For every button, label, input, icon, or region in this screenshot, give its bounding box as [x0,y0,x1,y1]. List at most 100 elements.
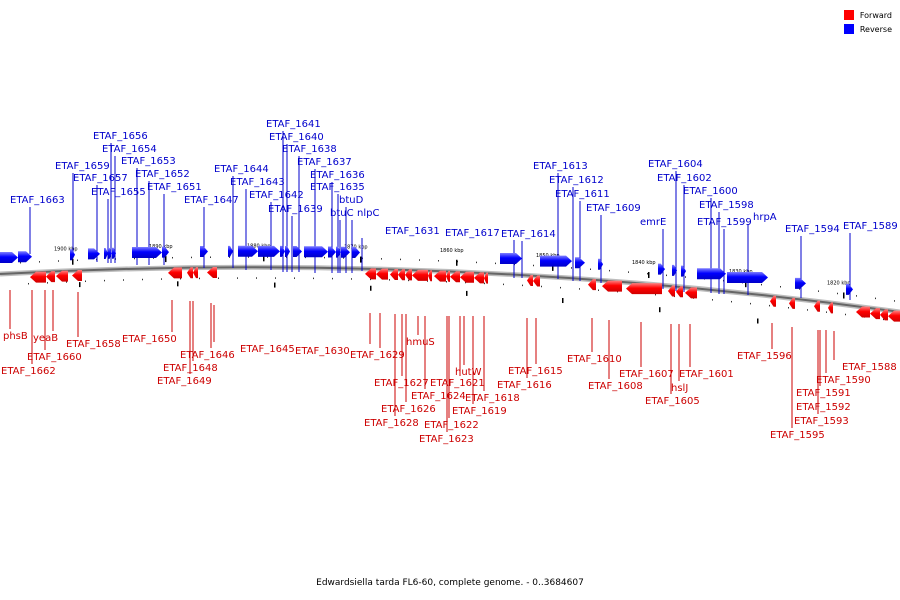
minor-tick-below [427,280,428,282]
reverse-gene-arrow [70,249,75,261]
forward-gene-label-etaf-1618: ETAF_1618 [465,393,520,404]
minor-tick-below [161,278,162,280]
reverse-gene-label-etaf-1611: ETAF_1611 [555,189,610,200]
reverse-gene-arrow [681,265,686,277]
reverse-gene-label-etaf-1600: ETAF_1600 [683,186,738,197]
reverse-gene-label-etaf-1651: ETAF_1651 [147,182,202,193]
minor-tick-above [894,300,895,302]
reverse-gene-arrow [795,277,806,289]
minor-tick-above [267,256,268,258]
minor-tick-above [419,259,420,261]
forward-gene-arrow [588,279,596,291]
forward-gene-arrow [46,271,55,283]
minor-tick-below [617,290,618,293]
forward-gene-label-etaf-1616: ETAF_1616 [497,380,552,391]
forward-gene-label-hslj: hslJ [671,383,688,394]
forward-gene-arrow [685,287,697,299]
forward-gene-arrow [376,268,388,280]
minor-tick-above [476,261,477,264]
kbp-tick-below [659,307,661,313]
forward-gene-label-etaf-1610: ETAF_1610 [567,354,622,365]
reverse-gene-label-etaf-1641: ETAF_1641 [266,119,321,130]
minor-tick-above [400,258,401,261]
forward-gene-label-etaf-1649: ETAF_1649 [157,376,212,387]
forward-gene-arrow [412,269,428,281]
minor-tick-above [58,260,59,262]
minor-tick-above [495,262,496,265]
minor-tick-below [522,284,523,287]
reverse-gene-label-btuc: btuC [330,208,354,219]
reverse-gene-label-etaf-1652: ETAF_1652 [135,169,190,180]
forward-gene-label-etaf-1623: ETAF_1623 [419,434,474,445]
forward-gene-label-etaf-1662: ETAF_1662 [1,366,56,377]
forward-gene-arrow [484,272,488,284]
forward-gene-label-etaf-1588: ETAF_1588 [842,362,897,373]
reverse-gene-label-etaf-1631: ETAF_1631 [385,226,440,237]
minor-tick-above [875,297,876,300]
forward-gene-arrow [880,309,888,321]
reverse-gene-label-etaf-1653: ETAF_1653 [121,156,176,167]
forward-gene-arrow [814,300,820,312]
forward-gene-arrow [888,310,900,322]
kbp-tick-above [165,256,167,263]
minor-tick-below [389,279,390,281]
minor-tick-below [541,285,542,288]
kbp-label: 1860 kbp [440,248,464,254]
reverse-gene-label-etaf-1589: ETAF_1589 [843,221,898,232]
reverse-gene-arrow [352,246,360,258]
reverse-gene-label-etaf-1609: ETAF_1609 [586,203,641,214]
kbp-tick-above [72,258,74,265]
legend-forward-label: Forward [859,10,892,20]
legend-forward: Forward [843,8,892,22]
forward-gene-label-yeab: yeaB [33,333,58,344]
forward-gene-arrow [474,272,484,284]
reverse-swatch [843,24,854,34]
minor-tick-above [229,256,230,258]
forward-gene-arrow [676,286,683,298]
minor-tick-below [731,300,732,303]
reverse-gene-label-etaf-1637: ETAF_1637 [297,157,352,168]
kbp-tick-below [370,285,372,291]
minor-tick-above [799,288,800,290]
forward-gene-arrow [602,280,622,292]
reverse-gene-label-etaf-1640: ETAF_1640 [269,132,324,143]
reverse-gene-arrow [285,245,290,257]
kbp-label: 1900 kbp [54,247,78,253]
minor-tick-above [20,261,21,264]
minor-tick-above [153,257,154,259]
kbp-label: 1820 kbp [827,280,851,286]
forward-gene-arrow [72,270,82,282]
reverse-gene-arrow [293,246,302,258]
minor-tick-above [438,260,439,262]
forward-gene-label-etaf-1648: ETAF_1648 [163,363,218,374]
reverse-gene-label-hrpa: hrpA [753,212,777,223]
reverse-gene-label-etaf-1602: ETAF_1602 [657,173,712,184]
forward-gene-label-etaf-1619: ETAF_1619 [452,406,507,417]
reverse-gene-arrow [697,268,726,280]
minor-tick-above [210,256,211,258]
minor-tick-above [590,268,591,270]
reverse-gene-arrow [500,252,522,264]
minor-tick-below [294,277,295,279]
minor-tick-above [609,269,610,272]
minor-tick-below [142,278,143,281]
forward-gene-label-etaf-1590: ETAF_1590 [816,375,871,386]
minor-tick-above [837,292,838,295]
minor-tick-above [324,256,325,259]
minor-tick-below [180,277,181,280]
reverse-gene-label-etaf-1614: ETAF_1614 [501,229,556,240]
reverse-gene-label-etaf-1659: ETAF_1659 [55,161,110,172]
minor-tick-above [343,257,344,259]
forward-gene-label-etaf-1628: ETAF_1628 [364,418,419,429]
reverse-gene-label-etaf-1604: ETAF_1604 [648,159,703,170]
minor-tick-above [628,271,629,273]
reverse-gene-arrow [228,245,233,257]
forward-gene-arrow [450,271,460,283]
reverse-gene-label-etaf-1636: ETAF_1636 [310,170,365,181]
forward-gene-label-etaf-1658: ETAF_1658 [66,339,121,350]
minor-tick-above [761,283,762,286]
minor-tick-below [123,279,124,281]
minor-tick-below [807,309,808,311]
minor-tick-below [66,281,67,283]
minor-tick-below [503,283,504,286]
